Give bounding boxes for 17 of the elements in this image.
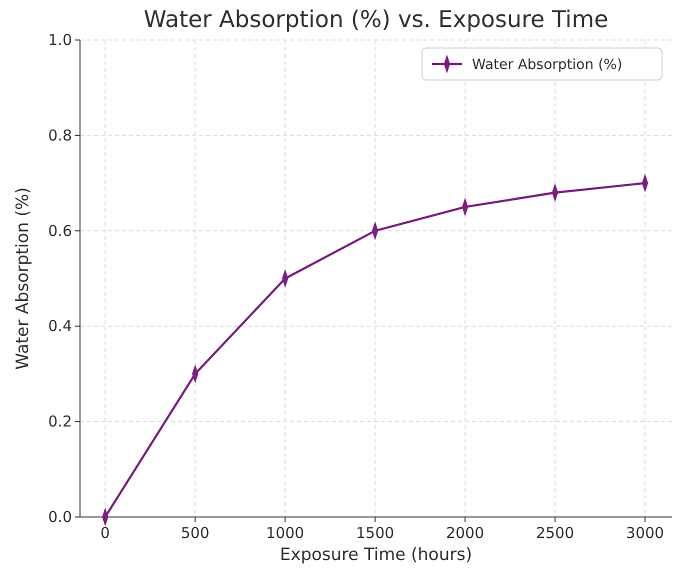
x-tick-label: 2000 xyxy=(446,524,484,542)
x-tick-label: 500 xyxy=(180,524,210,542)
x-tick-label: 3000 xyxy=(626,524,664,542)
chart-title: Water Absorption (%) vs. Exposure Time xyxy=(144,7,608,33)
y-tick-label: 0.8 xyxy=(48,126,72,144)
legend-label: Water Absorption (%) xyxy=(472,57,622,73)
x-tick-label: 1000 xyxy=(266,524,304,542)
y-tick-label: 0.2 xyxy=(48,412,72,431)
y-axis-title: Water Absorption (%) xyxy=(13,187,33,370)
y-tick-label: 1.0 xyxy=(48,31,72,49)
x-axis-title: Exposure Time (hours) xyxy=(280,545,472,565)
y-tick-label: 0.4 xyxy=(48,317,72,336)
x-tick-label: 0 xyxy=(100,524,110,542)
x-tick-label: 2500 xyxy=(536,524,574,542)
x-tick-label: 1500 xyxy=(356,524,394,542)
y-tick-label: 0.0 xyxy=(48,508,72,526)
y-tick-label: 0.6 xyxy=(48,222,72,240)
